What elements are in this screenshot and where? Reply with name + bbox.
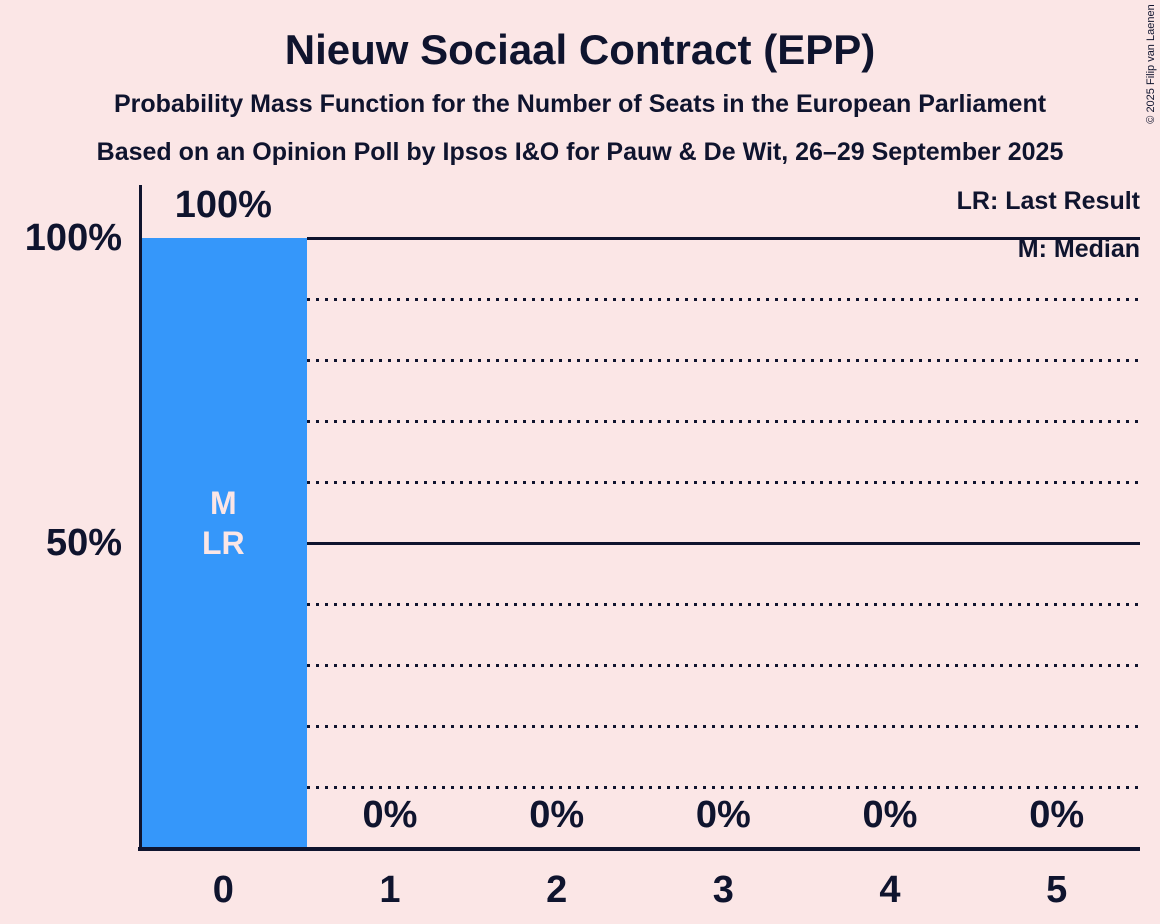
legend-median: M: Median: [1017, 235, 1140, 263]
value-label-seat-3: 0%: [695, 794, 751, 836]
legend-last-result: LR: Last Result: [956, 187, 1140, 215]
x-tick-label-seat-4: 4: [879, 869, 901, 911]
value-label-seat-4: 0%: [862, 794, 918, 836]
chart-source-line: Based on an Opinion Poll by Ipsos I&O fo…: [96, 138, 1064, 166]
gridline-solid-100pct: [306, 236, 1140, 240]
bar-annotation-median-last-result: M LR: [140, 483, 307, 563]
y-tick-label-50pct: 50%: [45, 522, 122, 564]
x-tick-label-seat-5: 5: [1046, 869, 1068, 911]
value-label-seat-0: 100%: [174, 184, 272, 226]
value-label-seat-5: 0%: [1029, 794, 1085, 836]
value-label-seat-2: 0%: [529, 794, 585, 836]
chart-title: Nieuw Sociaal Contract (EPP): [284, 26, 876, 73]
x-axis-line: [138, 847, 1140, 851]
x-tick-label-seat-3: 3: [712, 869, 734, 911]
y-tick-label-100pct: 100%: [24, 217, 122, 259]
gridline-dotted-30pct: [306, 663, 1140, 667]
x-tick-label-seat-1: 1: [379, 869, 401, 911]
gridline-dotted-90pct: [306, 297, 1140, 301]
gridline-dotted-40pct: [306, 602, 1140, 606]
gridline-dotted-10pct: [306, 785, 1140, 789]
x-tick-label-seat-0: 0: [212, 869, 234, 911]
gridline-dotted-60pct: [306, 480, 1140, 484]
x-tick-label-seat-2: 2: [546, 869, 568, 911]
gridline-solid-50pct: [306, 541, 1140, 545]
bar-annotation-line-median: M: [210, 485, 237, 521]
gridline-dotted-70pct: [306, 419, 1140, 423]
gridline-dotted-20pct: [306, 724, 1140, 728]
y-axis-line: [139, 185, 142, 851]
gridline-dotted-80pct: [306, 358, 1140, 362]
chart-subtitle: Probability Mass Function for the Number…: [113, 90, 1047, 118]
value-label-seat-1: 0%: [362, 794, 418, 836]
bar-seat-0: [141, 238, 307, 848]
bar-annotation-line-last-result: LR: [202, 525, 245, 561]
